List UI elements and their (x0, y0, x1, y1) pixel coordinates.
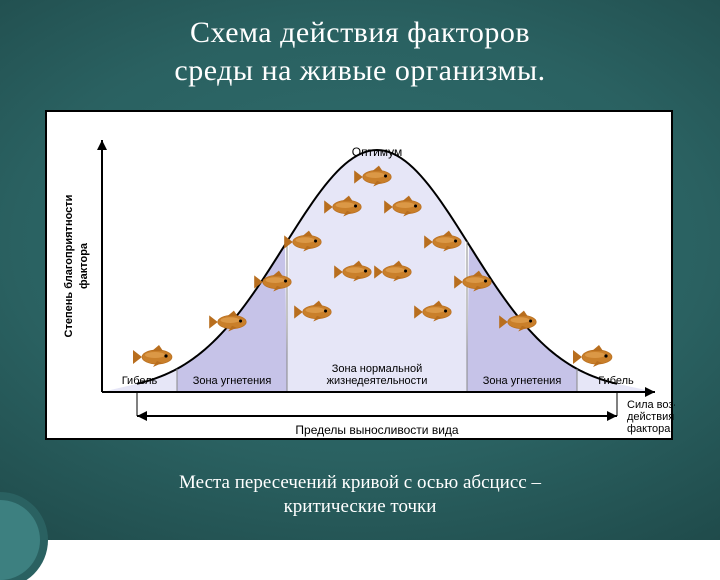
tolerance-diagram: Гибель Зона угнетения Зона нормальнойжизне… (45, 110, 673, 440)
svg-text:Оптимум: Оптимум (352, 145, 403, 159)
svg-text:фактора: фактора (78, 242, 90, 289)
svg-text:фактора: фактора (627, 423, 671, 435)
svg-text:жизнедеятельности: жизнедеятельности (327, 375, 428, 387)
svg-text:Гибель: Гибель (598, 375, 634, 387)
svg-text:действия: действия (627, 411, 674, 423)
svg-text:Зона нормальной: Зона нормальной (332, 363, 423, 375)
svg-text:Степень благоприятности: Степень благоприятности (63, 195, 75, 338)
svg-text:Пределы выносливости вида: Пределы выносливости вида (295, 423, 458, 437)
title-line-2: среды на живые организмы. (174, 54, 545, 87)
svg-text:Гибель: Гибель (122, 375, 158, 387)
svg-text:Зона угнетения: Зона угнетения (483, 375, 562, 387)
svg-text:Сила воз-: Сила воз- (627, 399, 675, 411)
svg-text:Зона угнетения: Зона угнетения (193, 375, 272, 387)
slide-caption: Места пересечений кривой с осью абсцисс … (0, 471, 720, 520)
slide-title: Схема действия факторов среды на живые о… (0, 14, 720, 89)
caption-line-2: критические точки (284, 496, 437, 517)
caption-line-1: Места пересечений кривой с осью абсцисс … (179, 472, 541, 493)
title-line-1: Схема действия факторов (190, 16, 530, 49)
